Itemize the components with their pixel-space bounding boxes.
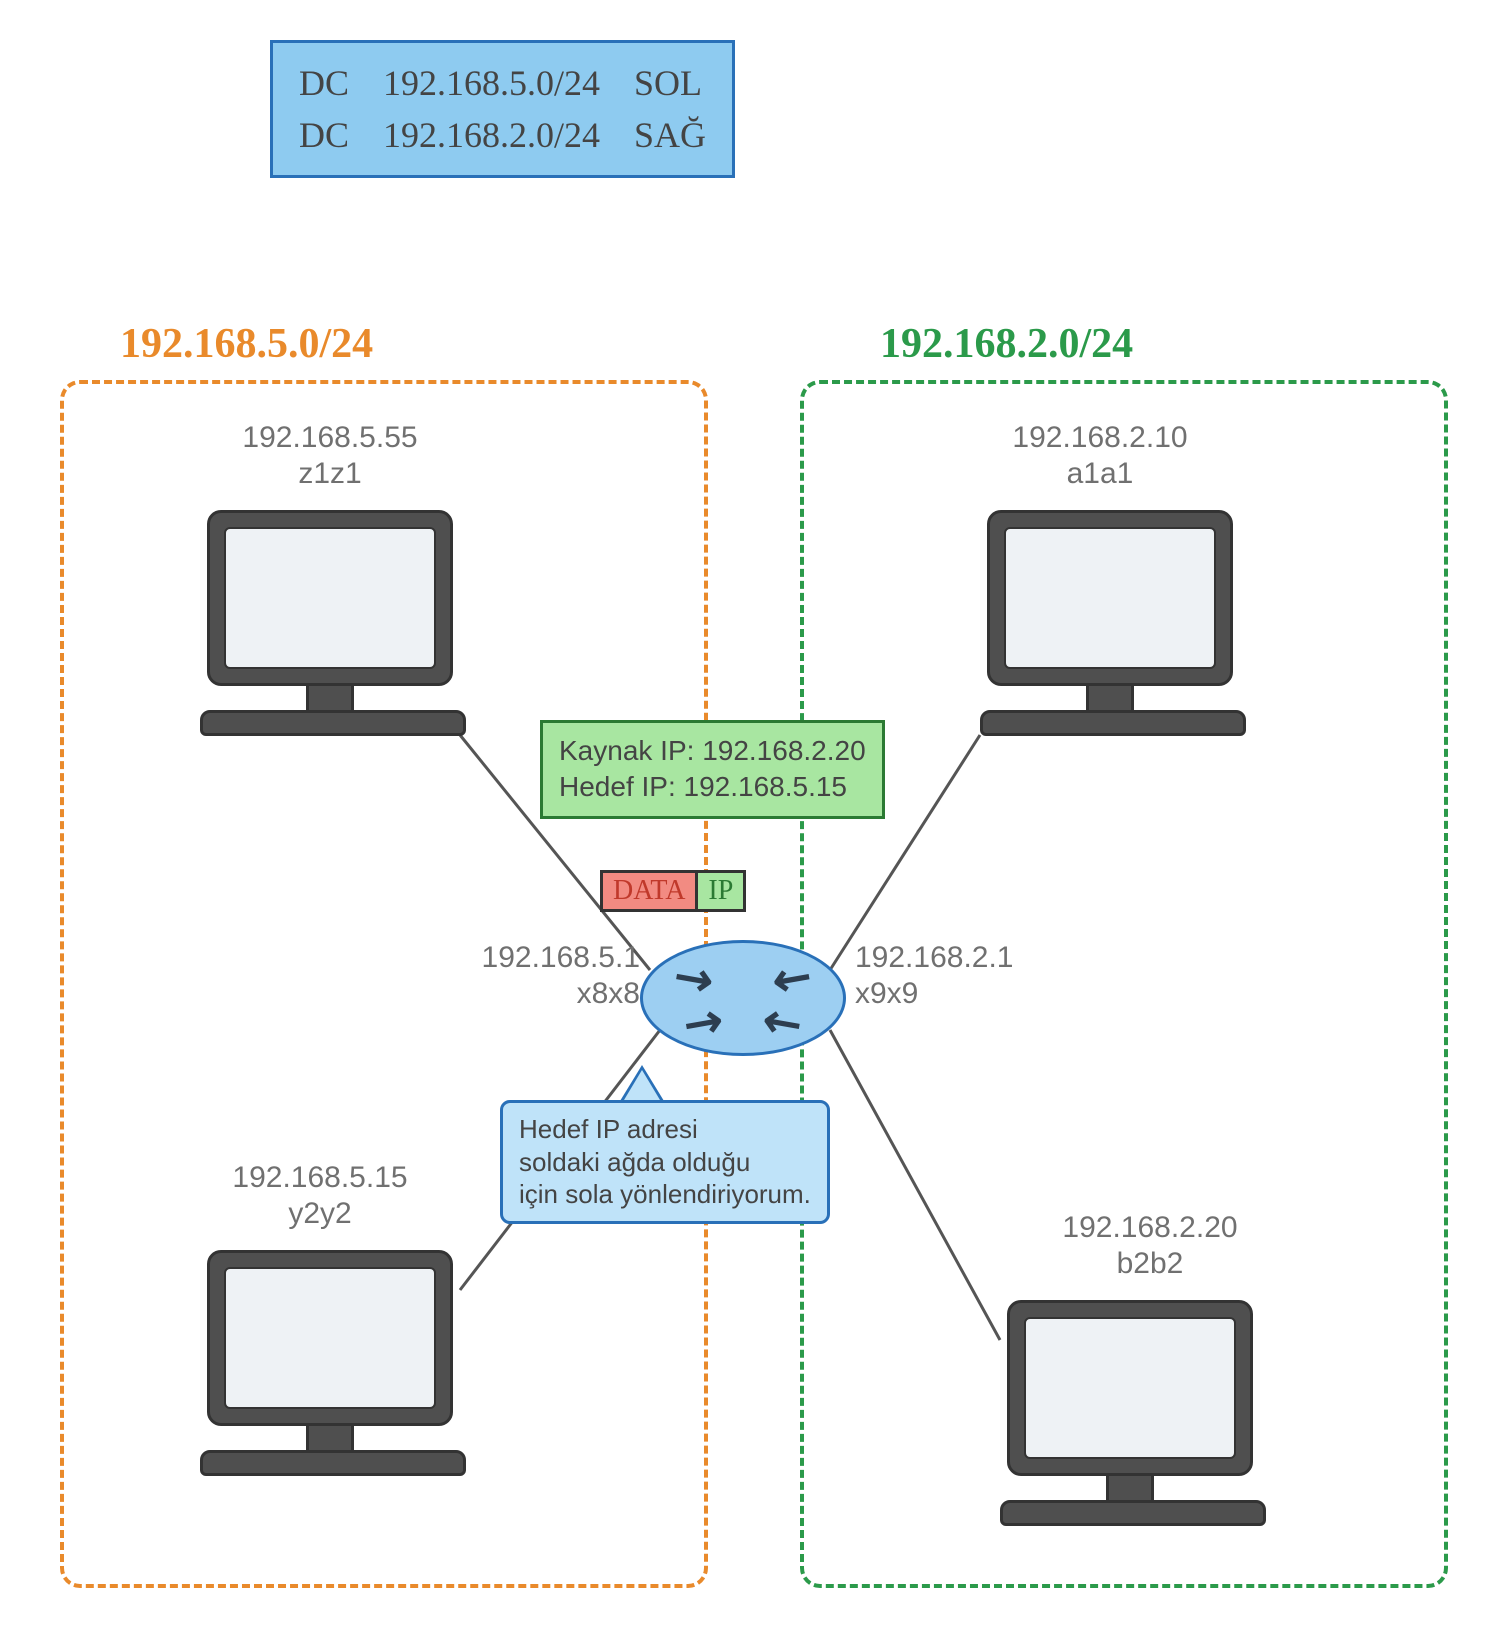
pc-a1a1-icon <box>980 510 1240 736</box>
right-net-title: 192.168.2.0/24 <box>880 320 1133 368</box>
rt-col2-b: 192.168.2.0/24 <box>383 109 600 161</box>
routing-row-1: DC 192.168.5.0/24 SOL <box>299 57 706 109</box>
packet-info-box: Kaynak IP: 192.168.2.20 Hedef IP: 192.16… <box>540 720 885 819</box>
router-right-if-label: 192.168.2.1 x9x9 <box>855 940 1075 1012</box>
host-z1z1-mac: z1z1 <box>180 456 480 492</box>
packet-src-label: Kaynak IP: <box>559 735 694 766</box>
data-cell: DATA <box>603 873 698 909</box>
router-left-ip: 192.168.5.1 <box>420 940 640 976</box>
speech-line3: için sola yönlendiriyorum. <box>519 1178 811 1211</box>
host-b2b2-label: 192.168.2.20 b2b2 <box>1000 1210 1300 1282</box>
rt-col3-a: SOL <box>634 57 702 109</box>
speech-tail-icon <box>620 1065 664 1101</box>
pc-y2y2-icon <box>200 1250 460 1476</box>
pc-z1z1-icon <box>200 510 460 736</box>
packet-dst-label: Hedef IP: <box>559 771 676 802</box>
routing-row-2: DC 192.168.2.0/24 SAĞ <box>299 109 706 161</box>
diagram-canvas: DC 192.168.5.0/24 SOL DC 192.168.2.0/24 … <box>40 40 1470 1600</box>
left-net-title: 192.168.5.0/24 <box>120 320 373 368</box>
host-a1a1-label: 192.168.2.10 a1a1 <box>950 420 1250 492</box>
pc-b2b2-icon <box>1000 1300 1260 1526</box>
router-speech-bubble: Hedef IP adresi soldaki ağda olduğu için… <box>500 1100 830 1224</box>
host-y2y2-mac: y2y2 <box>170 1196 470 1232</box>
host-a1a1-mac: a1a1 <box>950 456 1250 492</box>
router-left-mac: x8x8 <box>420 976 640 1012</box>
packet-dst-ip: 192.168.5.15 <box>684 771 848 802</box>
speech-line2: soldaki ağda olduğu <box>519 1146 811 1179</box>
routing-table: DC 192.168.5.0/24 SOL DC 192.168.2.0/24 … <box>270 40 735 178</box>
router-icon: ↘ ↙ ↗ ↖ <box>640 940 840 1060</box>
host-b2b2-mac: b2b2 <box>1000 1246 1300 1282</box>
packet-src-ip: 192.168.2.20 <box>702 735 866 766</box>
rt-col3-b: SAĞ <box>634 109 706 161</box>
host-y2y2-ip: 192.168.5.15 <box>170 1160 470 1196</box>
host-a1a1-ip: 192.168.2.10 <box>950 420 1250 456</box>
host-y2y2-label: 192.168.5.15 y2y2 <box>170 1160 470 1232</box>
packet-src-row: Kaynak IP: 192.168.2.20 <box>559 733 866 769</box>
ip-cell: IP <box>698 873 743 909</box>
rt-col2-a: 192.168.5.0/24 <box>383 57 600 109</box>
router-left-if-label: 192.168.5.1 x8x8 <box>420 940 640 1012</box>
router-right-ip: 192.168.2.1 <box>855 940 1075 976</box>
router-right-mac: x9x9 <box>855 976 1075 1012</box>
speech-line1: Hedef IP adresi <box>519 1113 811 1146</box>
data-ip-box: DATA IP <box>600 870 746 912</box>
host-b2b2-ip: 192.168.2.20 <box>1000 1210 1300 1246</box>
packet-dst-row: Hedef IP: 192.168.5.15 <box>559 769 866 805</box>
host-z1z1-label: 192.168.5.55 z1z1 <box>180 420 480 492</box>
rt-col1-b: DC <box>299 109 349 161</box>
rt-col1-a: DC <box>299 57 349 109</box>
host-z1z1-ip: 192.168.5.55 <box>180 420 480 456</box>
